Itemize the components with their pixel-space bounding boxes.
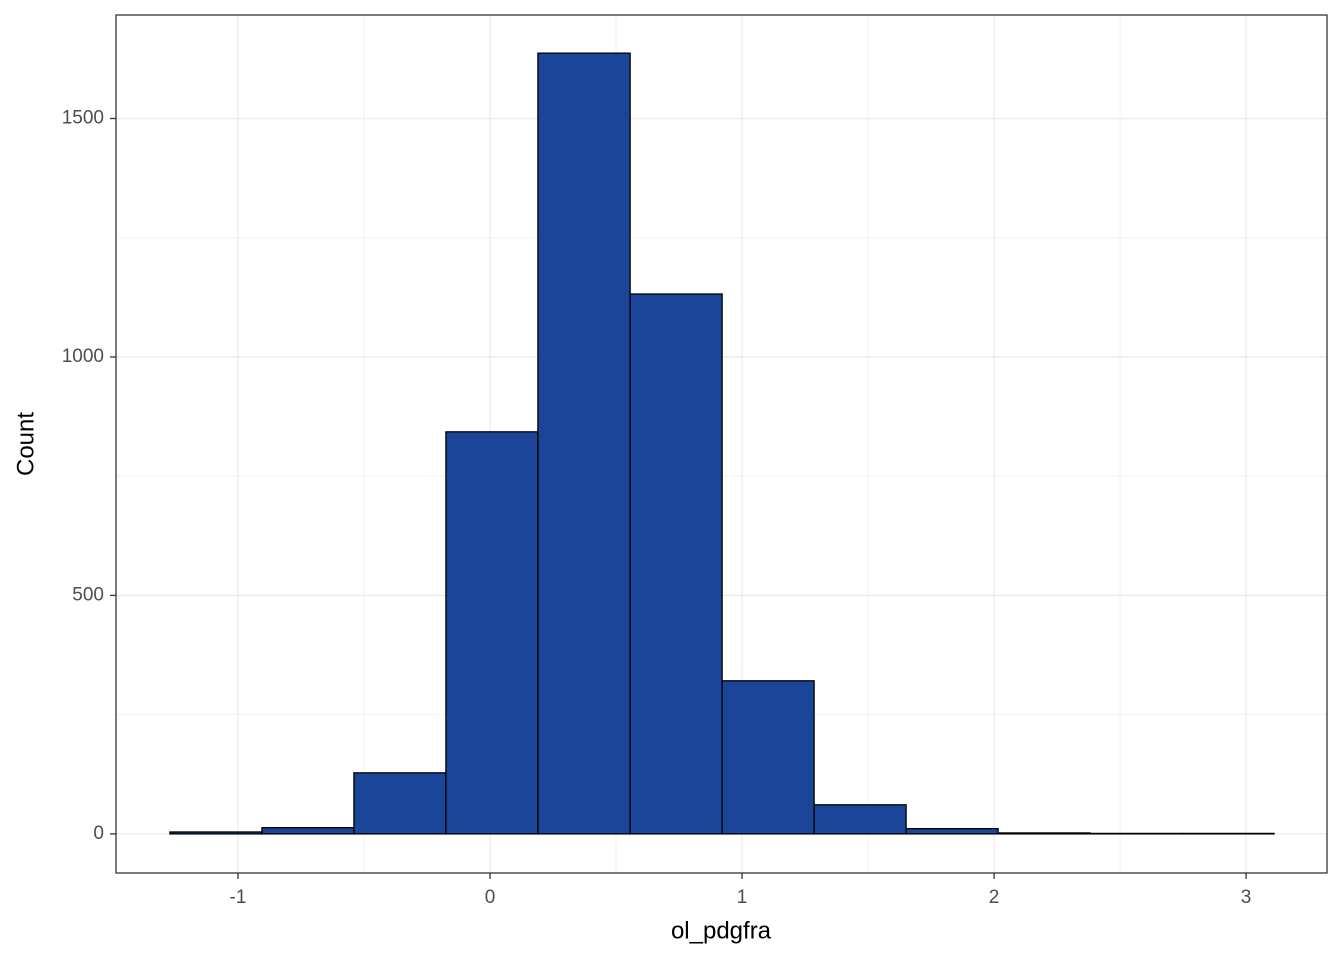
bar [629,293,723,835]
bar [905,827,999,835]
y-tick-label: 1500 [62,108,104,129]
x-axis-title: ol_pdgfra [671,917,772,944]
y-tick-label: 1000 [62,346,104,367]
bar [537,52,631,835]
y-tick-label: 0 [93,823,104,844]
bar [813,804,907,835]
bar [353,772,447,835]
bar [261,827,355,835]
x-tick-label: 3 [1241,887,1252,908]
x-tick-label: -1 [230,887,247,908]
x-tick-label: 0 [485,887,496,908]
x-tick-label: 1 [737,887,748,908]
bar [721,680,815,835]
bar [169,831,263,835]
y-tick-label: 500 [72,584,104,605]
y-axis-title: Count [12,412,39,476]
panel-border [115,14,1328,874]
bar [997,832,1091,835]
bar [445,431,539,835]
x-tick-label: 2 [989,887,1000,908]
